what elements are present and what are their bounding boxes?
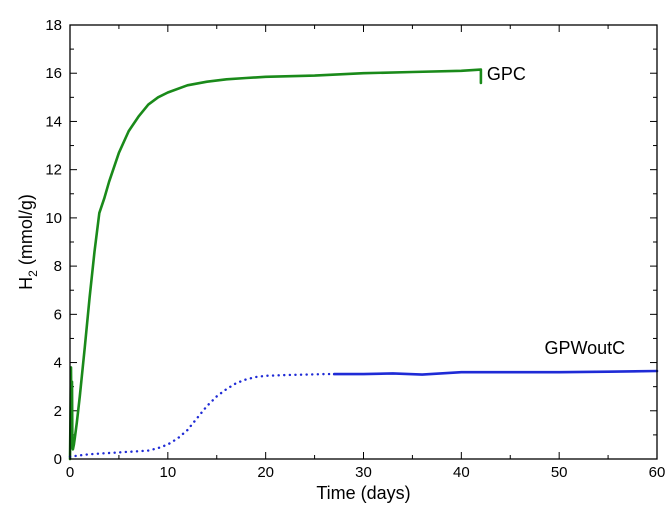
series-group	[68, 68, 659, 461]
x-tick-label: 0	[66, 464, 74, 481]
series-line-gpwoutc-dotted	[68, 372, 336, 458]
plot-frame	[69, 24, 658, 460]
y-tick-label: 0	[54, 451, 62, 468]
series-line-gpwoutc-solid	[332, 369, 659, 376]
y-axis-label-sub: 2	[26, 270, 40, 277]
y-tick-label: 18	[45, 17, 62, 34]
x-axis-label: Time (days)	[316, 483, 410, 503]
y-axis-label-rest: (mmol/g)	[16, 194, 36, 270]
y-tick-label: 10	[45, 210, 62, 227]
series-label-gpwoutc: GPWoutC	[544, 338, 625, 358]
y-tick-label: 6	[54, 306, 62, 323]
y-tick-label: 2	[54, 403, 62, 420]
series-label-gpc: GPC	[487, 64, 526, 84]
x-tick-label: 60	[649, 464, 666, 481]
x-tick-label: 50	[551, 464, 568, 481]
x-tick-label: 40	[453, 464, 470, 481]
y-tick-label: 12	[45, 162, 62, 179]
y-axis-label-main: H	[16, 277, 36, 290]
y-tick-label: 8	[54, 258, 62, 275]
x-tick-label: 10	[159, 464, 176, 481]
y-axis-label: H2 (mmol/g)	[16, 194, 40, 290]
axis-ticks	[69, 24, 658, 460]
tick-labels: 0 10 20 30 40 50 60 0 2 4 6 8 10 12 14 16 18	[45, 17, 665, 481]
x-tick-label: 30	[355, 464, 372, 481]
y-tick-label: 4	[54, 355, 62, 372]
series-line-gpc-solid	[68, 68, 483, 461]
y-tick-label: 16	[45, 65, 62, 82]
x-tick-label: 20	[257, 464, 274, 481]
y-tick-label: 14	[45, 113, 62, 130]
